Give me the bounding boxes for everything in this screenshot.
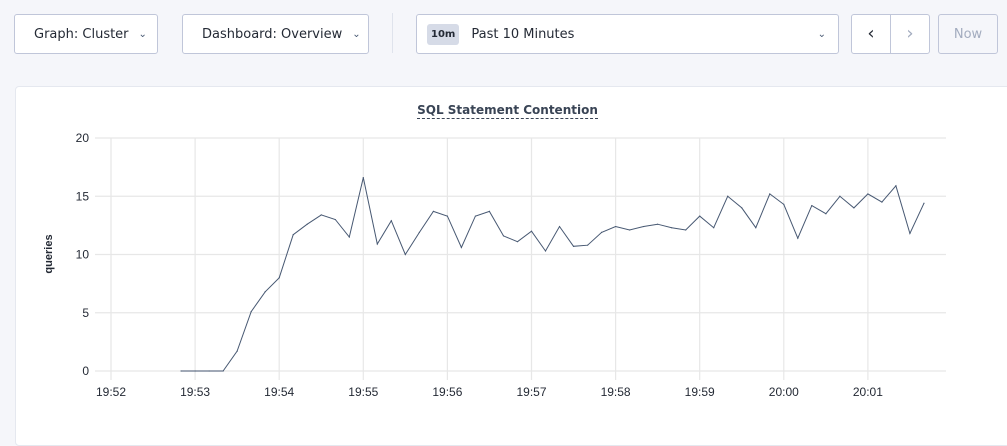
x-tick-label: 20:00 xyxy=(769,385,799,399)
y-tick-label: 20 xyxy=(76,131,90,145)
time-nav: ‹ › xyxy=(851,14,930,54)
data-point xyxy=(783,203,785,206)
chart-title[interactable]: SQL Statement Contention xyxy=(417,103,598,119)
y-tick-label: 5 xyxy=(82,306,89,320)
graph-label: Graph: Cluster xyxy=(34,26,129,42)
range-badge: 10m xyxy=(427,23,460,45)
data-point xyxy=(923,202,925,204)
data-point xyxy=(600,231,603,233)
data-point xyxy=(404,253,406,256)
data-point xyxy=(390,220,392,222)
data-point xyxy=(544,250,547,252)
data-point xyxy=(306,223,308,225)
y-axis-label: queries xyxy=(43,234,55,273)
data-point xyxy=(727,195,729,197)
data-point xyxy=(320,214,322,216)
data-point xyxy=(895,185,897,187)
data-point xyxy=(334,218,336,221)
divider xyxy=(392,13,393,53)
data-point xyxy=(460,246,463,249)
data-point xyxy=(853,207,855,209)
data-point xyxy=(292,234,294,236)
x-tick-label: 20:01 xyxy=(853,385,883,399)
data-point xyxy=(530,230,533,232)
data-point xyxy=(797,237,799,239)
data-point xyxy=(881,201,883,203)
data-point xyxy=(516,241,519,243)
x-tick-label: 19:53 xyxy=(180,385,210,399)
data-point xyxy=(657,223,659,225)
data-point xyxy=(586,244,589,246)
x-tick-label: 19:55 xyxy=(348,385,378,399)
data-point xyxy=(376,243,378,245)
data-point xyxy=(811,204,813,207)
data-point xyxy=(685,229,687,231)
data-point xyxy=(250,310,252,313)
data-point xyxy=(839,195,841,197)
data-point xyxy=(474,215,477,217)
data-point xyxy=(671,227,673,229)
data-point xyxy=(180,370,182,372)
data-point xyxy=(418,231,420,233)
data-point xyxy=(699,215,701,217)
data-point xyxy=(446,215,448,217)
now-button[interactable]: Now xyxy=(938,14,998,54)
dashboard-selector[interactable]: Dashboard: Overview ⌄ xyxy=(182,14,369,54)
chevron-right-icon[interactable]: › xyxy=(906,23,914,44)
x-tick-label: 19:54 xyxy=(264,385,294,399)
data-point xyxy=(208,370,210,372)
data-point xyxy=(867,193,869,195)
data-point xyxy=(432,210,434,212)
chart-card xyxy=(15,86,1007,446)
x-tick-label: 19:52 xyxy=(96,385,126,399)
range-label: Past 10 Minutes xyxy=(471,26,575,42)
data-point xyxy=(755,227,757,229)
y-tick-label: 10 xyxy=(76,248,90,262)
dashboard-label: Dashboard: Overview xyxy=(202,26,343,42)
data-point xyxy=(741,207,743,209)
chevron-down-icon: ⌄ xyxy=(138,28,147,40)
data-point xyxy=(236,350,238,352)
data-point xyxy=(278,277,280,279)
chevron-down-icon: ⌄ xyxy=(352,28,361,40)
data-point xyxy=(558,225,561,228)
x-tick-label: 19:57 xyxy=(516,385,546,399)
data-point xyxy=(572,245,575,247)
data-point xyxy=(348,236,350,238)
data-point xyxy=(629,229,631,231)
series-line xyxy=(181,177,925,372)
data-point xyxy=(713,227,715,229)
data-point xyxy=(825,213,827,215)
graph-selector[interactable]: Graph: Cluster ⌄ xyxy=(14,14,158,54)
data-point xyxy=(502,235,505,237)
data-point xyxy=(769,193,771,195)
chevron-left-icon[interactable]: ‹ xyxy=(852,15,891,53)
line-chart: 0 5 10 15 20 19:52 19:53 19:54 19:55 19:56 19:57 19… xyxy=(43,131,946,399)
data-point xyxy=(264,291,266,293)
y-tick-label: 0 xyxy=(82,364,89,378)
data-point xyxy=(643,225,645,228)
time-range-selector[interactable]: 10m Past 10 Minutes ⌄ xyxy=(416,14,839,54)
data-point xyxy=(194,370,196,372)
chevron-down-icon: ⌄ xyxy=(817,28,826,40)
data-point xyxy=(615,225,617,228)
x-tick-label: 19:56 xyxy=(432,385,462,399)
data-point xyxy=(488,210,491,212)
data-point xyxy=(222,370,224,372)
y-tick-label: 15 xyxy=(76,189,90,203)
x-tick-label: 19:58 xyxy=(601,385,631,399)
data-point xyxy=(909,232,911,235)
x-tick-label: 19:59 xyxy=(685,385,715,399)
data-point xyxy=(362,177,364,179)
